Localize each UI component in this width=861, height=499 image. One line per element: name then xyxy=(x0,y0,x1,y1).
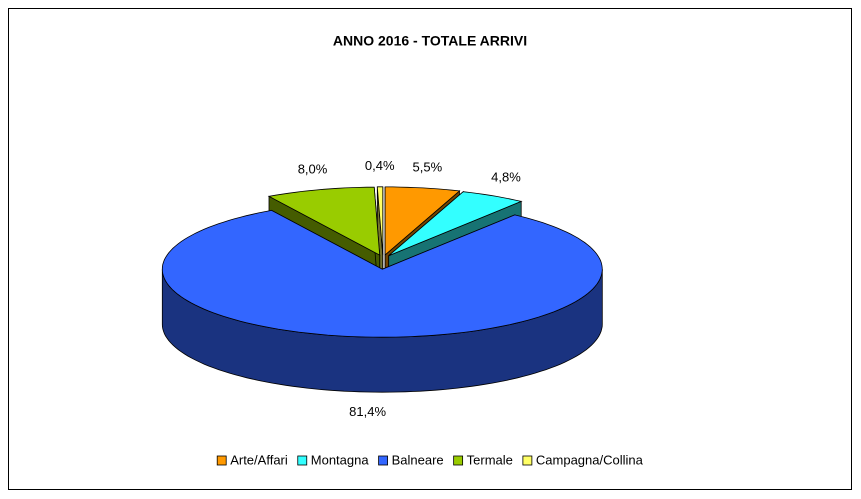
legend-label: Montagna xyxy=(311,452,370,467)
legend-swatch xyxy=(378,455,388,466)
data-label: 0,4% xyxy=(365,158,395,173)
slice xyxy=(376,186,384,255)
legend-swatch xyxy=(522,455,533,466)
legend-swatch xyxy=(216,455,227,466)
legend-swatch xyxy=(297,455,308,466)
data-label: 5,5% xyxy=(413,159,443,174)
slice xyxy=(388,191,523,257)
legend-label: Campagna/Collina xyxy=(536,452,644,467)
chart-title: ANNO 2016 - TOTALE ARRIVI xyxy=(333,33,527,49)
slice xyxy=(384,186,461,256)
legend-label: Termale xyxy=(467,452,513,467)
slice xyxy=(267,186,381,256)
legend: Arte/Affari Montagna Balneare Termale Campag… xyxy=(216,452,644,467)
pie-tops xyxy=(161,186,603,338)
data-label: 81,4% xyxy=(349,404,386,419)
data-label: 8,0% xyxy=(298,161,328,176)
legend-swatch xyxy=(453,455,464,466)
legend-label: Balneare xyxy=(392,452,444,467)
data-label: 4,8% xyxy=(491,169,521,184)
legend-label: Arte/Affari xyxy=(230,452,288,467)
slice xyxy=(161,209,603,338)
